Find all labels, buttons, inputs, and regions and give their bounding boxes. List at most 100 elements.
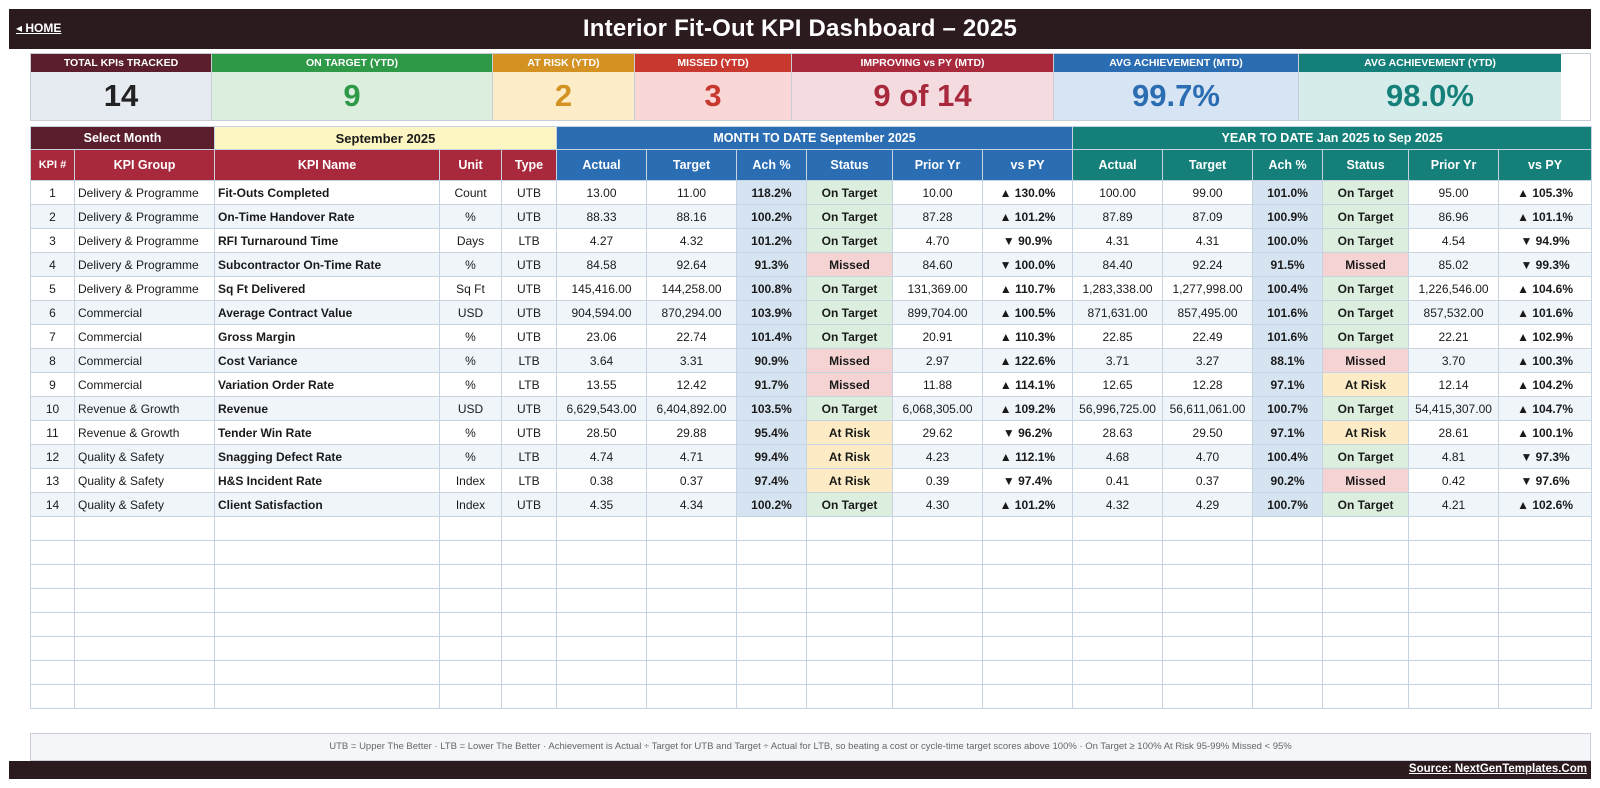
mtd-ach-cell: 118.2%	[736, 180, 808, 205]
kpi-card-value: 2	[554, 78, 573, 113]
ytd-target-cell: 92.24	[1162, 252, 1254, 277]
empty-cell	[892, 660, 984, 685]
ytd-prior-cell: 3.70	[1408, 348, 1500, 373]
empty-cell	[73, 516, 216, 541]
mtd-prior-cell: 6,068,305.00	[892, 396, 984, 421]
ytd-actual-cell: 4.32	[1072, 492, 1164, 517]
mtd-vspy-cell: ▲ 109.2%	[982, 396, 1074, 421]
empty-cell	[892, 636, 984, 661]
empty-cell	[556, 636, 648, 661]
source-link[interactable]: Source: NextGenTemplates.Com	[1408, 763, 1587, 775]
empty-cell	[1408, 516, 1500, 541]
empty-cell	[892, 684, 984, 709]
empty-cell	[982, 660, 1074, 685]
col-ytd-vspy: vs PY	[1498, 149, 1593, 181]
legend-note: UTB = Upper The Better · LTB = Lower The…	[30, 733, 1591, 761]
empty-cell	[736, 540, 808, 565]
ytd-prior-cell: 1,226,546.00	[1408, 276, 1500, 301]
ytd-vspy-cell: ▼ 97.3%	[1498, 444, 1593, 469]
empty-cell	[1162, 612, 1254, 637]
empty-cell	[646, 516, 738, 541]
mtd-target-cell: 11.00	[646, 180, 738, 205]
empty-cell	[736, 660, 808, 685]
ytd-target-cell: 4.70	[1162, 444, 1254, 469]
table-row: 7 Commercial Gross Margin% UTB 23.06 22.74 101…	[30, 324, 1593, 349]
kpi-card: TOTAL KPIs TRACKED 14	[31, 54, 212, 120]
mtd-target-cell: 29.88	[646, 420, 738, 445]
kpi-card: AT RISK (YTD) 2	[493, 54, 635, 120]
col-ytd-status: Status	[1322, 149, 1410, 181]
empty-cell	[1498, 540, 1593, 565]
empty-cell	[892, 588, 984, 613]
empty-cell	[1408, 564, 1500, 589]
mtd-target-cell: 0.37	[646, 468, 738, 493]
ytd-ach-cell: 100.4%	[1252, 444, 1324, 469]
empty-row	[30, 540, 1593, 565]
empty-cell	[1322, 564, 1410, 589]
empty-cell	[736, 636, 808, 661]
mtd-status-badge: On Target	[806, 204, 894, 229]
empty-cell	[1162, 684, 1254, 709]
mtd-status-badge: On Target	[806, 276, 894, 301]
kpi-table: Select Month September 2025 MONTH TO DAT…	[29, 126, 1593, 709]
empty-cell	[1408, 612, 1500, 637]
empty-cell	[736, 564, 808, 589]
ytd-ach-cell: 100.7%	[1252, 396, 1324, 421]
empty-cell	[892, 516, 984, 541]
kpi-card-label: TOTAL KPIs TRACKED	[31, 54, 211, 72]
col-mtd-vspy: vs PY	[982, 149, 1074, 181]
mtd-target-cell: 4.34	[646, 492, 738, 517]
mtd-target-cell: 92.64	[646, 252, 738, 277]
table-row: 11 Revenue & Growth Tender Win Rate% UTB 28.…	[30, 420, 1593, 445]
empty-cell	[1162, 660, 1254, 685]
ytd-status-badge: On Target	[1322, 324, 1410, 349]
ytd-ach-cell: 88.1%	[1252, 348, 1324, 373]
mtd-vspy-cell: ▲ 114.1%	[982, 372, 1074, 397]
mtd-vspy-cell: ▲ 110.3%	[982, 324, 1074, 349]
home-link[interactable]: ◂ HOME	[16, 21, 62, 35]
ytd-vspy-cell: ▲ 102.9%	[1498, 324, 1593, 349]
kpi-group-cell: Delivery & Programme	[73, 276, 216, 301]
kpi-name-cell: H&S Incident Rate	[214, 468, 441, 493]
empty-cell	[1252, 564, 1324, 589]
ytd-vspy-cell: ▼ 97.6%	[1498, 468, 1593, 493]
empty-cell	[556, 684, 648, 709]
ytd-target-cell: 12.28	[1162, 372, 1254, 397]
mtd-vspy-cell: ▲ 110.7%	[982, 276, 1074, 301]
ytd-prior-cell: 22.21	[1408, 324, 1500, 349]
mtd-ach-cell: 100.8%	[736, 276, 808, 301]
kpi-card: ON TARGET (YTD) 9	[212, 54, 493, 120]
empty-cell	[1072, 540, 1164, 565]
kpi-name-cell: On-Time Handover Rate	[214, 204, 441, 229]
ytd-vspy-cell: ▲ 101.1%	[1498, 204, 1593, 229]
unit-cell: Days	[439, 228, 503, 253]
mtd-status-badge: On Target	[806, 492, 894, 517]
kpi-number-cell: 9	[30, 372, 75, 397]
mtd-status-badge: On Target	[806, 324, 894, 349]
empty-cell	[73, 588, 216, 613]
empty-cell	[1072, 564, 1164, 589]
dashboard-title: Interior Fit-Out KPI Dashboard – 2025	[582, 15, 1018, 42]
empty-row	[30, 588, 1593, 613]
ytd-prior-cell: 12.14	[1408, 372, 1500, 397]
mtd-actual-cell: 4.74	[556, 444, 648, 469]
table-row: 4 Delivery & Programme Subcontractor On-Ti…	[30, 252, 1593, 277]
col-type: Type	[501, 149, 558, 181]
mtd-ach-cell: 99.4%	[736, 444, 808, 469]
empty-cell	[1252, 540, 1324, 565]
type-cell: LTB	[501, 372, 558, 397]
col-ytd-ach: Ach %	[1252, 149, 1324, 181]
unit-cell: %	[439, 420, 503, 445]
unit-cell: Index	[439, 492, 503, 517]
empty-row	[30, 612, 1593, 637]
mtd-actual-cell: 6,629,543.00	[556, 396, 648, 421]
mtd-actual-cell: 23.06	[556, 324, 648, 349]
empty-cell	[30, 660, 75, 685]
empty-cell	[30, 540, 75, 565]
month-selector[interactable]: September 2025	[214, 126, 558, 150]
kpi-number-cell: 3	[30, 228, 75, 253]
empty-cell	[646, 588, 738, 613]
empty-cell	[1252, 588, 1324, 613]
kpi-number-cell: 6	[30, 300, 75, 325]
empty-cell	[501, 636, 558, 661]
